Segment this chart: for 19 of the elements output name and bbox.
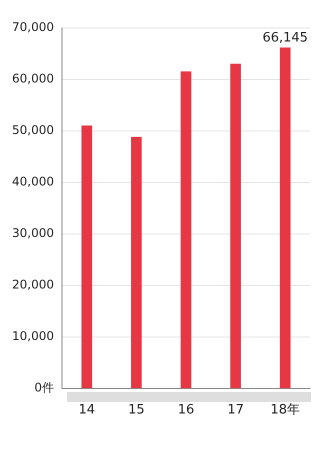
bar xyxy=(131,136,142,388)
bar xyxy=(81,125,92,388)
y-tick-label: 10,000 xyxy=(12,329,54,344)
y-tick-label: 60,000 xyxy=(12,72,54,86)
y-tick-label: 0件 xyxy=(34,380,54,395)
bar xyxy=(230,64,241,388)
y-tick-label: 20,000 xyxy=(12,278,54,292)
data-label: 66,145 xyxy=(262,30,308,46)
x-tick-label: 17 xyxy=(227,402,244,418)
y-tick-label: 70,000 xyxy=(12,20,54,34)
bar xyxy=(280,48,291,388)
x-tick-label: 14 xyxy=(78,402,96,418)
y-tick-label: 30,000 xyxy=(12,226,54,240)
x-tick-label: 15 xyxy=(128,402,145,418)
x-tick-label: 16 xyxy=(178,402,194,418)
y-tick-label: 50,000 xyxy=(12,123,54,138)
y-tick-label: 40,000 xyxy=(12,174,54,189)
x-tick-label: 18年 xyxy=(270,402,300,418)
bar xyxy=(180,71,192,388)
